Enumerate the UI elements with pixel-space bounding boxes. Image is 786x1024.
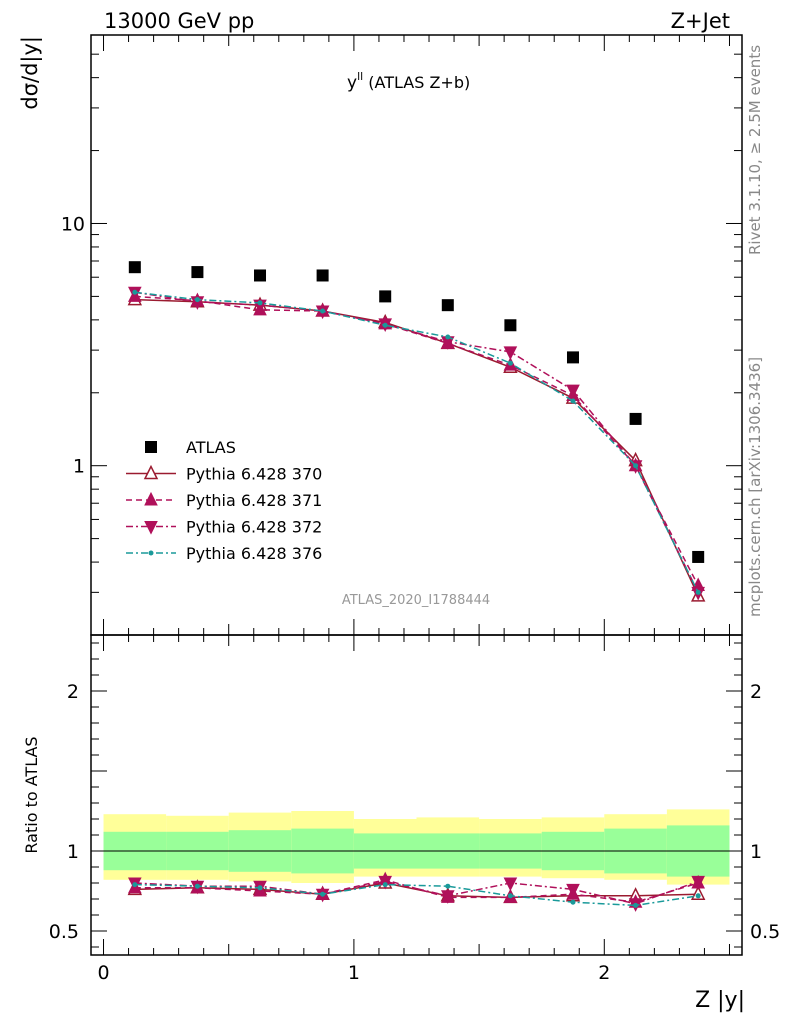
legend-item-1: ATLAS bbox=[145, 438, 236, 457]
main-series-5-point-5 bbox=[382, 322, 388, 328]
legend-marker-2 bbox=[143, 464, 159, 480]
ratio-bands bbox=[103, 809, 742, 885]
header-right: Z+Jet bbox=[671, 9, 730, 33]
ratio-ytick-label-left-0.5: 0.5 bbox=[49, 921, 79, 943]
watermark: ATLAS_2020_I1788444 bbox=[342, 593, 490, 608]
legend-marker-5 bbox=[148, 550, 154, 556]
legend-label-2: Pythia 6.428 370 bbox=[186, 465, 322, 484]
legend-item-3: Pythia 6.428 371 bbox=[126, 491, 322, 510]
main-series-1-point-4 bbox=[316, 269, 329, 282]
main-series-1-point-5 bbox=[379, 290, 392, 303]
xtick-label-0: 0 bbox=[97, 962, 109, 984]
ratio-series-4-point-7 bbox=[507, 893, 513, 899]
main-series-1-point-6 bbox=[441, 299, 454, 312]
ratio-series-3-point-6 bbox=[440, 890, 455, 904]
ratio-ytick-label-left-2: 2 bbox=[67, 681, 79, 703]
legend-label-3: Pythia 6.428 371 bbox=[186, 491, 322, 510]
main-series-5-point-7 bbox=[507, 360, 513, 366]
ratio-series-4-point-8 bbox=[570, 899, 576, 905]
ratio-series bbox=[127, 871, 706, 912]
main-series-5-point-2 bbox=[194, 297, 200, 303]
legend-marker-4 bbox=[144, 521, 158, 535]
main-series-5 bbox=[132, 289, 701, 595]
main-series-1-point-1 bbox=[128, 261, 141, 274]
main-series-3-line bbox=[134, 295, 699, 586]
main-series-5-point-6 bbox=[445, 334, 451, 340]
main-ytick-label-10: 10 bbox=[61, 213, 85, 235]
ratio-series-4-point-3 bbox=[257, 885, 263, 891]
ratio-series-4-point-2 bbox=[194, 883, 200, 889]
ratio-series-4-point-9 bbox=[633, 902, 639, 908]
main-ytick-label-1: 1 bbox=[73, 456, 85, 478]
ratio-series-4 bbox=[132, 882, 701, 908]
ratio-ytick-label-right-0.5: 0.5 bbox=[750, 921, 780, 943]
main-series-4-point-7 bbox=[503, 346, 518, 361]
xtick-label-2: 2 bbox=[598, 962, 610, 984]
xlabel: Z |y| bbox=[695, 988, 745, 1013]
ratio-series-4-line bbox=[134, 883, 699, 907]
ratio-series-3-line bbox=[134, 880, 699, 905]
legend-marker-3 bbox=[144, 491, 158, 506]
main-ylabel: dσ/d|y| bbox=[18, 36, 43, 110]
ratio-series-2-line bbox=[134, 879, 699, 903]
legend-label-4: Pythia 6.428 372 bbox=[186, 518, 322, 537]
main-series-5-point-3 bbox=[257, 300, 263, 306]
ratio-ytick-label-right-2: 2 bbox=[750, 681, 762, 703]
legend-label-1: ATLAS bbox=[186, 438, 236, 457]
ratio-series-4-point-1 bbox=[132, 882, 138, 888]
main-series-1-point-9 bbox=[629, 412, 642, 425]
ratio-series-1-line bbox=[134, 882, 699, 899]
header-left: 13000 GeV pp bbox=[104, 9, 254, 33]
ratio-series-4-point-5 bbox=[382, 882, 388, 888]
main-series-5-point-9 bbox=[633, 463, 639, 469]
ratio-ylabel: Ratio to ATLAS bbox=[22, 736, 41, 853]
main-series-1 bbox=[128, 261, 705, 563]
main-series-5-point-8 bbox=[570, 398, 576, 404]
main-series-5-point-1 bbox=[132, 289, 138, 295]
main-series-4-line bbox=[134, 291, 699, 593]
main-series bbox=[127, 261, 706, 602]
main-series-1-point-2 bbox=[191, 266, 204, 279]
ratio-series-4-point-6 bbox=[445, 883, 451, 889]
main-series-5-point-4 bbox=[320, 308, 326, 314]
legend-item-5: Pythia 6.428 376 bbox=[126, 544, 322, 563]
main-series-1-point-8 bbox=[566, 351, 579, 364]
main-series-1-point-7 bbox=[504, 319, 517, 332]
main-series-5-point-10 bbox=[695, 589, 701, 595]
rivet-label: Rivet 3.1.10, ≥ 2.5M events bbox=[746, 45, 764, 255]
ratio-ytick-label-left-1: 1 bbox=[67, 841, 79, 863]
ratio-series-3 bbox=[128, 875, 705, 912]
main-series-5-line bbox=[134, 291, 699, 593]
main-title-main: y bbox=[347, 73, 357, 93]
ratio-series-4-point-10 bbox=[695, 893, 701, 899]
legend-item-4: Pythia 6.428 372 bbox=[126, 518, 322, 537]
ratio-series-4-point-4 bbox=[320, 891, 326, 897]
main-title-sup: ll bbox=[357, 70, 363, 83]
main-series-4-point-8 bbox=[566, 384, 580, 399]
main-series-1-point-10 bbox=[692, 550, 705, 563]
ratio-series-3-point-7 bbox=[503, 877, 518, 892]
ratio-series-1-point-10 bbox=[690, 885, 706, 900]
ratio-frame bbox=[90, 634, 743, 956]
ratio-series-3-point-8 bbox=[566, 883, 580, 898]
ratio-series-3-point-10 bbox=[691, 875, 705, 890]
xtick-label-1: 1 bbox=[348, 962, 360, 984]
ratio-ytick-label-right-1: 1 bbox=[750, 841, 762, 863]
mcplots-label: mcplots.cern.ch [arXiv:1306.3436] bbox=[746, 357, 764, 617]
legend-marker-1 bbox=[145, 441, 157, 453]
main-title: yll (ATLAS Z+b) bbox=[347, 70, 470, 93]
axes: 1 10 0.5 0.5 1 1 2 2 0 1 2 bbox=[49, 34, 780, 984]
main-series-1-point-3 bbox=[254, 269, 267, 282]
main-title-rest: (ATLAS Z+b) bbox=[363, 73, 470, 92]
legend: ATLAS Pythia 6.428 370 Pythia 6.428 371 Pyt… bbox=[126, 438, 322, 563]
legend-label-5: Pythia 6.428 376 bbox=[186, 544, 322, 563]
legend-item-2: Pythia 6.428 370 bbox=[126, 465, 322, 484]
